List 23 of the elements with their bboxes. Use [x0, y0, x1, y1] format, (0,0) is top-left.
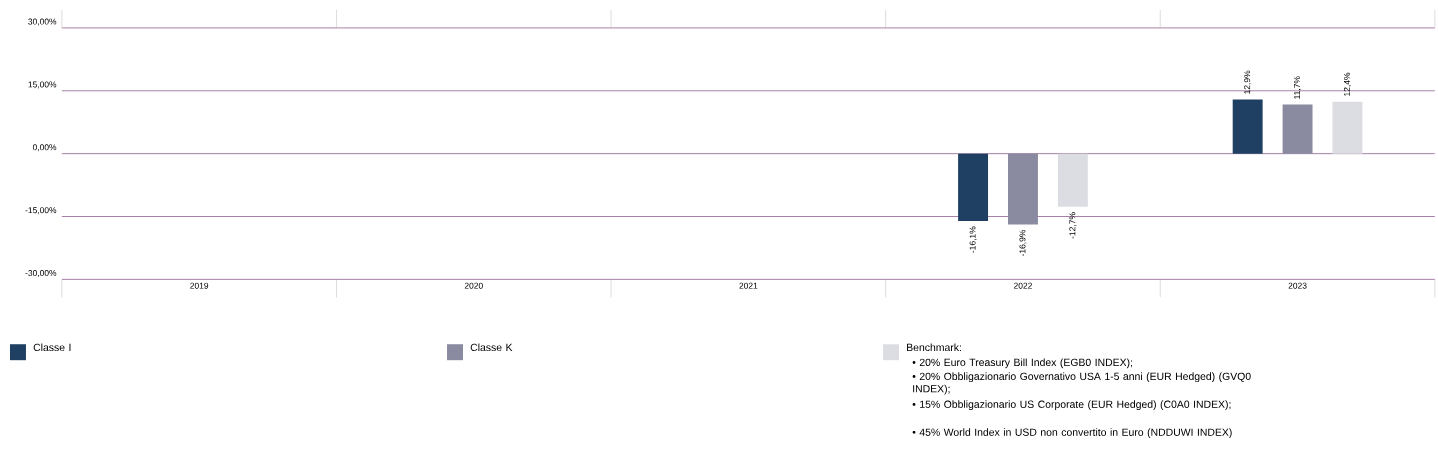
data-label: 12,4%: [1343, 72, 1351, 96]
text: • 15% Obbligazionario US Corporate (EUR Hedged) (C0A0 INDEX);: [912, 400, 1231, 411]
x-tick-label: 2019: [190, 282, 209, 289]
x-tick-label: 2023: [1288, 282, 1307, 289]
y-tick-label: 0,00%: [32, 144, 57, 152]
x-tick-label: 2021: [739, 282, 758, 289]
y-tick-label: -30,00%: [25, 270, 57, 278]
data-label: 12,9%: [1244, 70, 1252, 94]
legend-label: Classe I: [33, 343, 71, 352]
legend-label: Benchmark:: [907, 343, 961, 352]
text: • 20% Obbligazionario Governativo USA 1-5 anni (EUR Hedged) (GVQ0 INDEX);: [912, 372, 1251, 395]
text: • 20% Euro Treasury Bill Index (EGB0 INDEX);: [912, 358, 1133, 369]
data-label: 11,7%: [1294, 76, 1302, 99]
data-label: -16,9%: [1019, 229, 1027, 257]
x-tick-label: 2020: [464, 282, 483, 289]
y-tick-label: 15,00%: [28, 81, 57, 89]
legend-label: Classe K: [470, 343, 513, 352]
text: • 45% World Index in USD non convertito in Euro (NDDUWI INDEX): [912, 428, 1232, 438]
data-label: -16,1%: [969, 226, 977, 253]
x-tick-label: 2022: [1013, 282, 1032, 289]
data-label: -12,7%: [1069, 212, 1077, 239]
y-tick-label: 30,00%: [28, 18, 57, 26]
y-tick-label: -15,00%: [25, 207, 57, 215]
